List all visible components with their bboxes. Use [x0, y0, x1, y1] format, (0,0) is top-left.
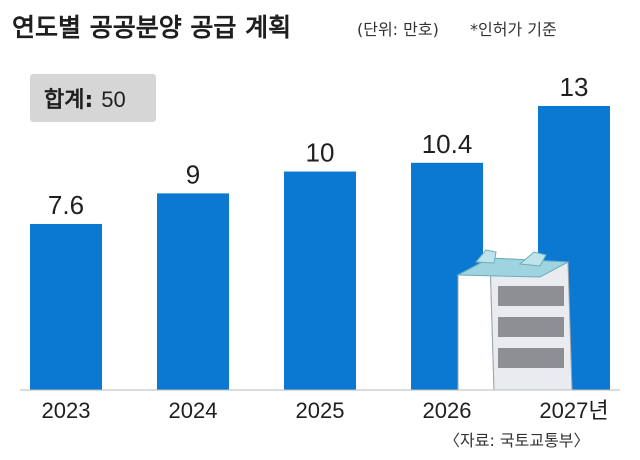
x-tick-2023: 2023: [42, 398, 91, 423]
basis-note: *인허가 기준: [470, 20, 557, 39]
total-label: 합계:: [44, 87, 93, 113]
value-labels-group: 7.6 9 10 10.4 13: [48, 72, 589, 220]
x-tick-2025: 2025: [296, 398, 345, 423]
chart-title: 연도별 공공분양 공급 계획: [12, 13, 291, 42]
value-label-2026: 10.4: [422, 129, 473, 159]
bar-2024: [157, 193, 229, 390]
total-box: [30, 74, 156, 122]
bar-2025: [284, 171, 356, 390]
x-tick-2027년: 2027년: [539, 398, 608, 423]
total-value: 50: [101, 87, 125, 112]
x-tick-labels-group: 2023 2024 2025 2026 2027년: [42, 398, 609, 423]
unit-label: (단위: 만호): [357, 20, 439, 39]
x-tick-2026: 2026: [423, 398, 472, 423]
total-text: 합계: 50: [44, 87, 126, 113]
building-icon: [456, 249, 573, 391]
value-label-2025: 10: [306, 138, 335, 168]
value-label-2024: 9: [186, 159, 200, 189]
value-label-2023: 7.6: [48, 190, 84, 220]
x-tick-2024: 2024: [169, 398, 218, 423]
bar-2023: [30, 223, 102, 390]
source-label: 〈자료: 국토교통부〉: [444, 431, 590, 450]
value-label-2027년: 13: [560, 72, 589, 102]
